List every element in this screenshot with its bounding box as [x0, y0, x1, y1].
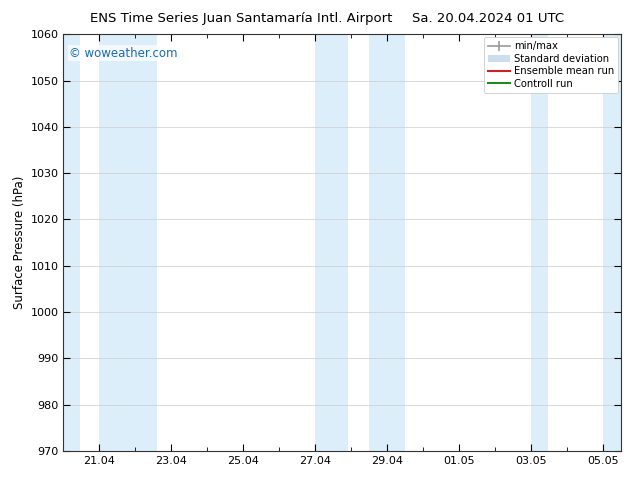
Bar: [370, 34, 405, 451]
Text: ENS Time Series Juan Santamaría Intl. Airport: ENS Time Series Juan Santamaría Intl. Ai…: [90, 12, 392, 25]
Text: Sa. 20.04.2024 01 UTC: Sa. 20.04.2024 01 UTC: [412, 12, 564, 25]
Text: © woweather.com: © woweather.com: [69, 47, 178, 60]
Bar: [315, 34, 348, 451]
Bar: [604, 34, 621, 451]
Y-axis label: Surface Pressure (hPa): Surface Pressure (hPa): [13, 176, 26, 309]
Bar: [531, 34, 548, 451]
Bar: [100, 34, 157, 451]
Legend: min/max, Standard deviation, Ensemble mean run, Controll run: min/max, Standard deviation, Ensemble me…: [484, 37, 618, 93]
Bar: [63, 34, 80, 451]
